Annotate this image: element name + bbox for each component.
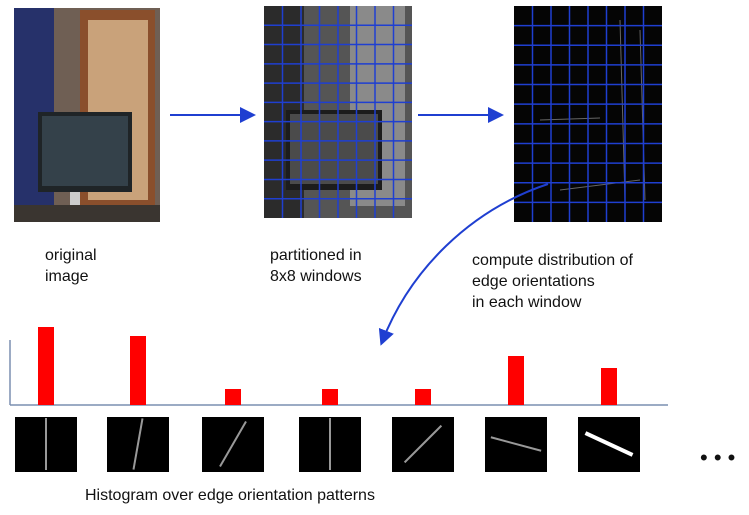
label: image — [45, 268, 89, 285]
label: edge orientations — [472, 273, 595, 290]
bar — [601, 368, 617, 405]
bar — [38, 327, 54, 405]
orientation-patterns — [15, 417, 640, 472]
original-photo — [14, 8, 160, 222]
label: original — [45, 247, 97, 264]
ellipsis: • • • — [700, 445, 735, 470]
bar — [322, 389, 338, 405]
edge-map — [514, 6, 662, 222]
partitioned-photo — [264, 6, 412, 218]
histogram — [38, 327, 617, 405]
label: 8x8 windows — [270, 268, 362, 285]
bar — [415, 389, 431, 405]
diagram: original image partitioned in 8x8 windows co… — [0, 0, 749, 510]
label: compute distribution of — [472, 252, 634, 269]
labels: original image partitioned in 8x8 windows co… — [45, 247, 634, 311]
bar — [508, 356, 524, 405]
bar — [225, 389, 241, 405]
bar — [130, 336, 146, 405]
label: in each window — [472, 294, 582, 311]
label: partitioned in — [270, 247, 362, 264]
caption: Histogram over edge orientation patterns — [85, 487, 375, 504]
